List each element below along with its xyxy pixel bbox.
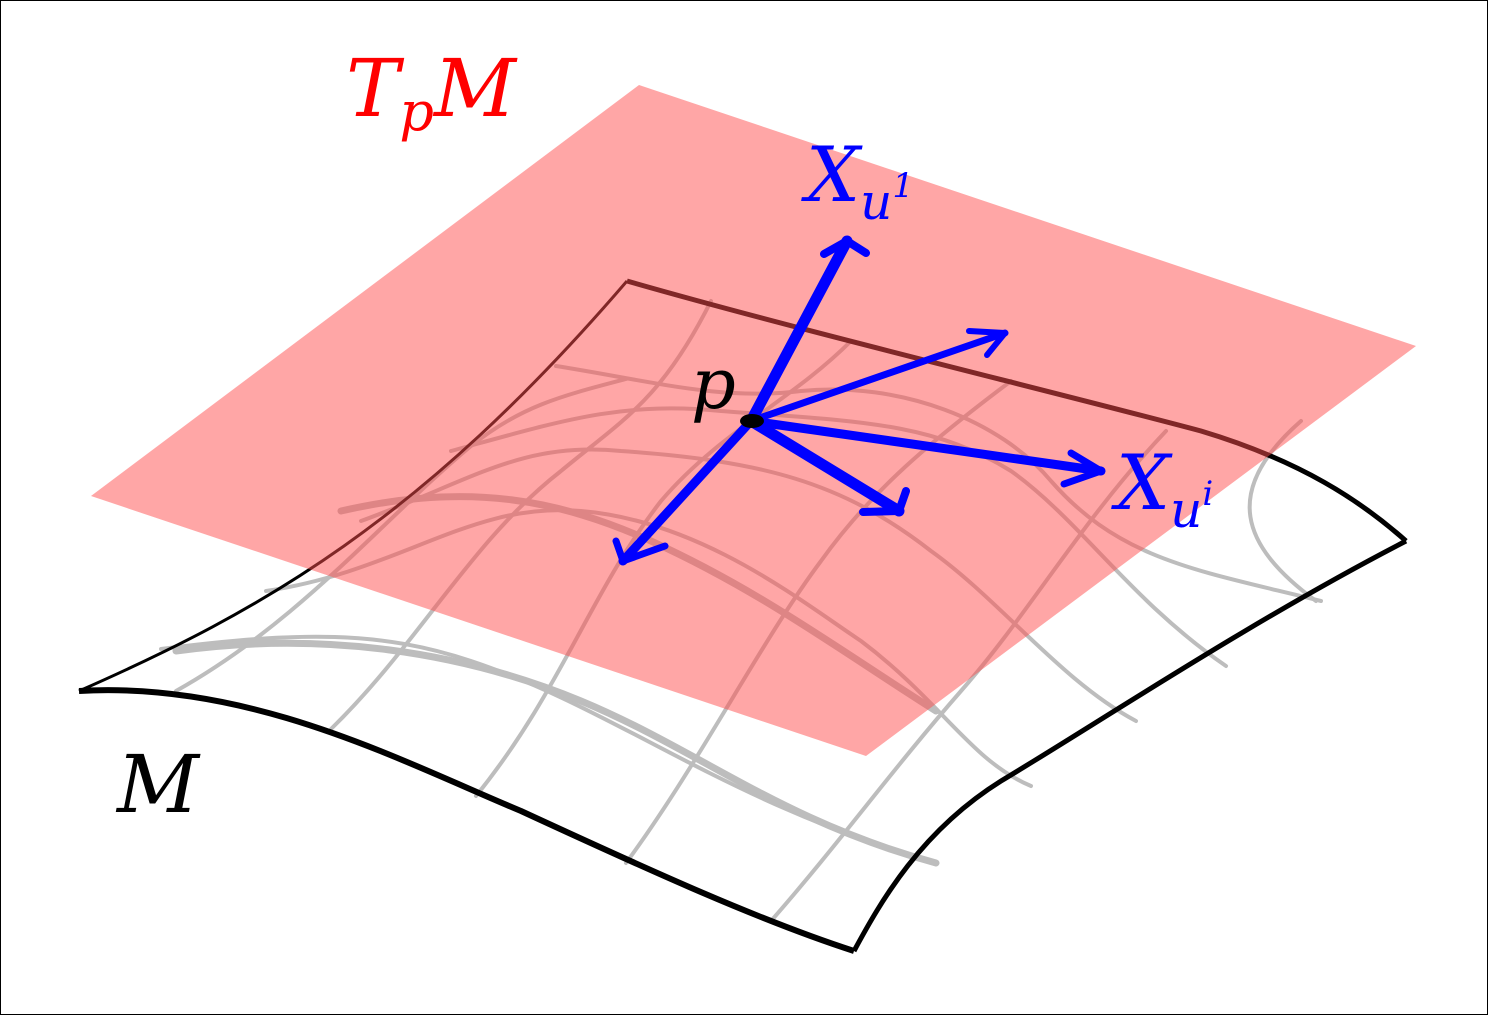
tangent-vectors: [612, 235, 1106, 566]
vector-up-right: [747, 328, 1009, 425]
boundary-right-edge: [851, 538, 1408, 953]
vector-1-label: Xu1: [806, 130, 914, 231]
vector-i-label: Xui: [1116, 438, 1214, 539]
vector-down-right: [745, 415, 910, 517]
vector-x-ui: [746, 416, 1106, 488]
manifold-label: M: [117, 738, 199, 831]
tangent-space-label: TpM: [346, 42, 516, 143]
point-label: p: [691, 343, 736, 425]
vector-x-u1: [745, 235, 870, 427]
point-p-dot: [740, 414, 764, 428]
grid-line: [172, 639, 940, 867]
boundary-front-edge: [78, 687, 855, 954]
vector-down-left: [612, 416, 756, 566]
